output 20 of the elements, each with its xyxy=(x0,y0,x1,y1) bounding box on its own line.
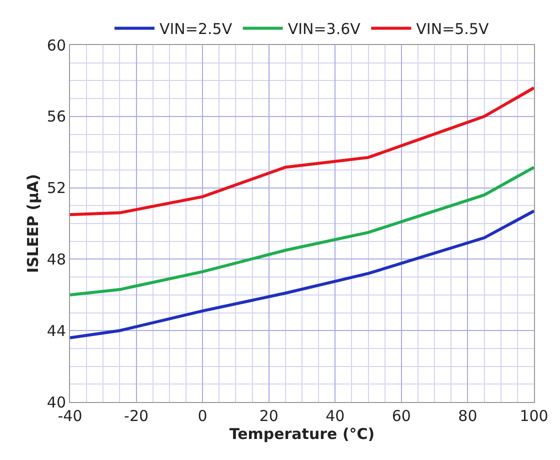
x-tick-label: 100 xyxy=(520,407,548,425)
x-tick-label: -20 xyxy=(124,407,149,425)
line-series xyxy=(70,210,534,340)
y-tick-label: 56 xyxy=(46,108,66,126)
legend-label: VIN=3.6V xyxy=(288,20,362,38)
x-axis-title: Temperature (°C) xyxy=(229,425,375,443)
line-series xyxy=(70,166,534,296)
x-tick-label: 40 xyxy=(326,407,345,425)
legend-label: VIN=2.5V xyxy=(160,20,233,38)
y-axis-title: ISLEEP (µA) xyxy=(24,174,42,274)
line-series xyxy=(70,86,534,216)
y-tick-label: 48 xyxy=(46,250,66,268)
x-tick-label: 0 xyxy=(198,407,208,425)
x-tick-label: 60 xyxy=(392,407,411,425)
y-tick-label: 44 xyxy=(46,322,66,340)
x-tick-label: 20 xyxy=(259,407,278,425)
x-tick-label: 80 xyxy=(458,407,478,425)
legend-label: VIN=5.5V xyxy=(416,20,490,38)
y-tick-label: 60 xyxy=(46,36,66,54)
y-tick-label: 52 xyxy=(46,179,66,198)
